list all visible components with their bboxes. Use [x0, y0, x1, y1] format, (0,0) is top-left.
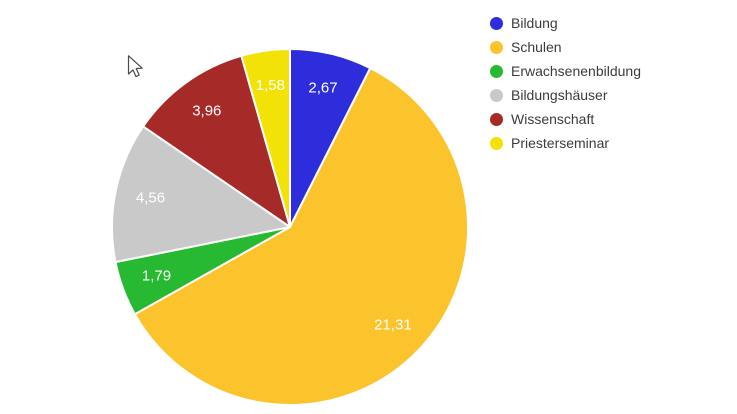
pie-slice-bildungshaeuser[interactable]	[111, 125, 291, 264]
slice-value-label: 4,56	[136, 190, 165, 207]
legend-item-label: Erwachsenenbildung	[511, 63, 641, 79]
legend-item-label: Wissenschaft	[511, 111, 595, 127]
legend-swatch-icon	[490, 16, 503, 30]
pie-slice-schulen[interactable]	[133, 67, 469, 407]
slice-value-label: 1,79	[142, 267, 171, 284]
legend-swatch-icon	[490, 64, 503, 78]
legend: Bildung Schulen Erwachsenenbildung Bildungs…	[490, 16, 641, 150]
slice-value-label: 1,58	[256, 77, 285, 94]
slice-value-label: 2,67	[308, 79, 337, 96]
legend-item-schulen[interactable]: Schulen	[490, 40, 641, 54]
legend-item-priesterseminar[interactable]: Priesterseminar	[490, 136, 641, 150]
slice-value-label: 3,96	[192, 102, 221, 119]
legend-swatch-icon	[490, 40, 503, 54]
legend-swatch-icon	[490, 88, 503, 102]
legend-item-label: Bildung	[511, 15, 558, 31]
legend-item-bildungshaeuser[interactable]: Bildungshäuser	[490, 88, 641, 102]
legend-item-label: Priesterseminar	[511, 135, 610, 151]
legend-item-bildung[interactable]: Bildung	[490, 16, 641, 30]
legend-item-erwachsenenbildung[interactable]: Erwachsenenbildung	[490, 64, 641, 78]
legend-item-label: Bildungshäuser	[511, 87, 608, 103]
legend-swatch-icon	[490, 112, 503, 126]
legend-swatch-icon	[490, 136, 503, 150]
legend-item-label: Schulen	[511, 39, 562, 55]
legend-item-wissenschaft[interactable]: Wissenschaft	[490, 112, 641, 126]
slice-value-label: 21,31	[374, 316, 412, 333]
pie-slice-priesterseminar[interactable]	[240, 48, 291, 228]
